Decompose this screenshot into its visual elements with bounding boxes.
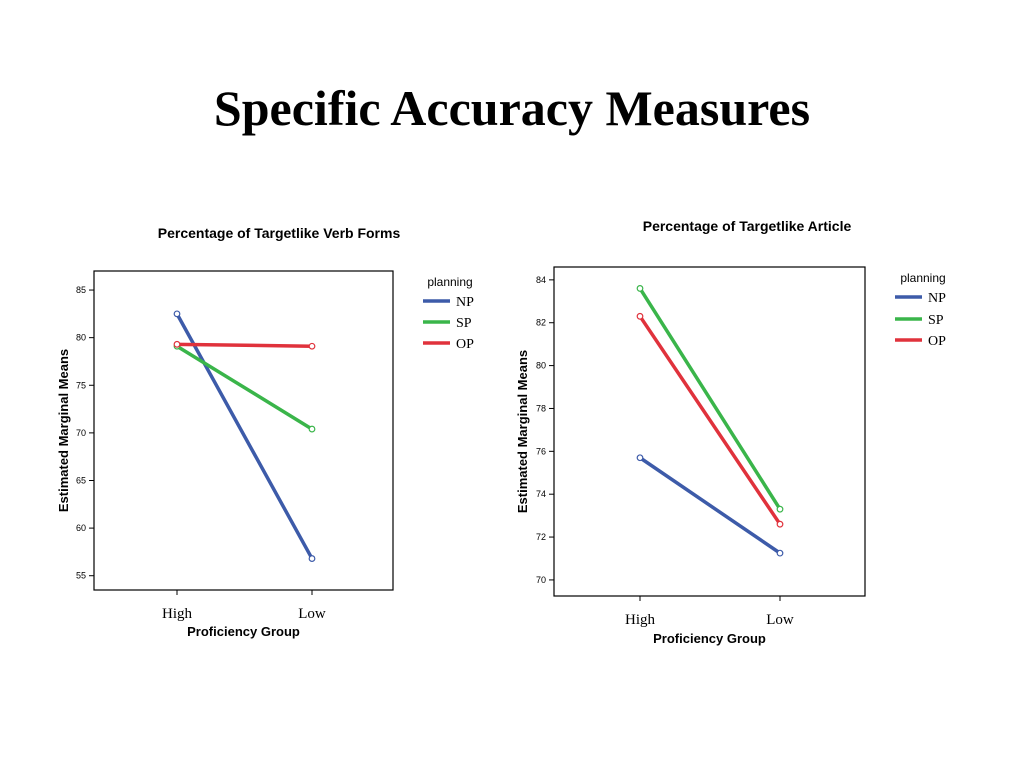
plot-frame [93,270,394,591]
x-tick-label: High [162,606,193,622]
legend-title: planning [900,271,945,285]
y-tick-label: 70 [536,575,546,585]
y-tick-label: 65 [76,475,86,485]
y-axis-label: Estimated Marginal Means [56,349,71,512]
legend-label-sp: SP [928,313,944,328]
data-point-sp [308,425,316,433]
y-tick-label: 78 [536,403,546,413]
y-tick-label: 80 [76,333,86,343]
data-point-np [173,310,181,318]
x-tick-label: Low [298,606,326,622]
y-tick-label: 85 [76,285,86,295]
data-point-np [776,549,784,557]
y-tick-label: 80 [536,361,546,371]
series-line-op [638,314,782,526]
y-tick-label: 74 [536,489,546,499]
y-tick-label: 75 [76,380,86,390]
chart-title: Percentage of Targetlike Article [643,218,852,234]
series-line-np [175,312,314,561]
series-line-op [175,342,314,348]
plot-frame [553,266,866,597]
legend-title: planning [427,275,472,289]
y-axis-label: Estimated Marginal Means [515,350,530,513]
x-tick-label: High [625,612,656,628]
data-point-sp [636,285,644,292]
series-line-sp [638,286,782,511]
y-tick-label: 84 [536,275,546,285]
data-point-op [308,342,316,350]
y-tick-label: 55 [76,571,86,581]
y-tick-label: 70 [76,428,86,438]
data-point-op [636,312,644,320]
y-tick-label: 72 [536,532,546,542]
x-tick-label: Low [766,612,794,628]
series-line-sp [175,344,314,431]
data-point-np [636,454,644,462]
legend-label-op: OP [928,334,946,349]
legend-label-np: NP [456,295,474,310]
slide-title: Specific Accuracy Measures [213,80,811,136]
series-line-np [638,456,782,555]
data-point-np [308,555,316,562]
legend-label-np: NP [928,291,946,306]
x-axis-label: Proficiency Group [653,631,766,646]
data-point-op [173,340,181,348]
legend-label-sp: SP [456,316,472,331]
data-point-op [776,520,784,528]
chart-title: Percentage of Targetlike Verb Forms [158,225,401,241]
legend-label-op: OP [456,337,474,352]
y-tick-label: 60 [76,523,86,533]
x-axis-label: Proficiency Group [187,624,300,639]
y-tick-label: 82 [536,318,546,328]
data-point-sp [776,505,784,513]
y-tick-label: 76 [536,446,546,456]
